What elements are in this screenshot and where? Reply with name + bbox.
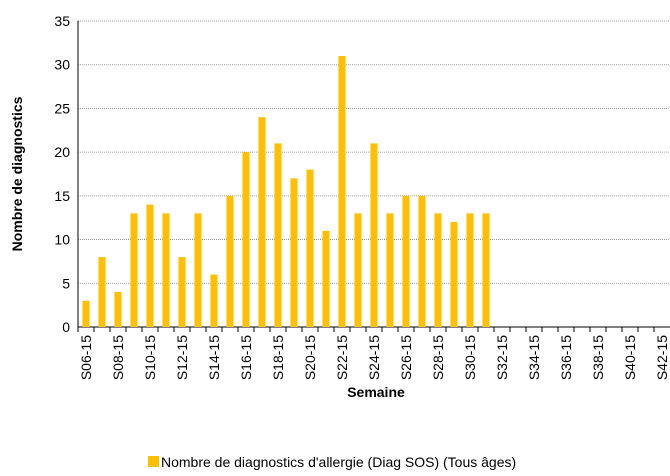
x-tick-label: S36-15 bbox=[558, 335, 574, 380]
y-tick-label: 10 bbox=[54, 232, 70, 248]
x-tick-label: S30-15 bbox=[462, 335, 478, 380]
x-tick-label: S10-15 bbox=[142, 335, 158, 380]
bar bbox=[322, 230, 330, 327]
x-tick-label: S26-15 bbox=[398, 335, 414, 380]
y-axis-title: Nombre de diagnostics bbox=[9, 96, 25, 251]
bar bbox=[194, 213, 202, 327]
bar bbox=[242, 152, 250, 327]
bar bbox=[466, 213, 474, 327]
bar bbox=[434, 213, 442, 327]
bar bbox=[418, 195, 426, 327]
bar bbox=[226, 195, 234, 327]
bar bbox=[290, 178, 298, 327]
x-tick-label: S22-15 bbox=[334, 335, 350, 380]
y-tick-label: 35 bbox=[54, 13, 70, 29]
x-tick-label: S24-15 bbox=[366, 335, 382, 380]
bar bbox=[210, 274, 218, 327]
x-tick-label: S20-15 bbox=[302, 335, 318, 380]
x-tick-label: S18-15 bbox=[270, 335, 286, 380]
bar bbox=[178, 257, 186, 327]
x-tick-label: S38-15 bbox=[590, 335, 606, 380]
bar bbox=[162, 213, 170, 327]
x-axis-title: Semaine bbox=[347, 384, 405, 400]
bar bbox=[306, 169, 314, 327]
y-tick-label: 5 bbox=[62, 275, 70, 291]
bar bbox=[354, 213, 362, 327]
bar bbox=[450, 222, 458, 327]
y-tick-label: 0 bbox=[62, 319, 70, 335]
y-tick-label: 25 bbox=[54, 100, 70, 116]
bar bbox=[482, 213, 490, 327]
x-tick-label: S32-15 bbox=[494, 335, 510, 380]
x-tick-label: S28-15 bbox=[430, 335, 446, 380]
bar bbox=[130, 213, 138, 327]
x-tick-label: S16-15 bbox=[238, 335, 254, 380]
x-tick-label: S06-15 bbox=[78, 335, 94, 380]
bar bbox=[258, 117, 266, 328]
x-tick-label: S34-15 bbox=[526, 335, 542, 380]
x-tick-label: S14-15 bbox=[206, 335, 222, 380]
bar bbox=[82, 300, 90, 327]
y-tick-label: 15 bbox=[54, 188, 70, 204]
legend-label: Nombre de diagnostics d'allergie (Diag S… bbox=[161, 454, 516, 470]
y-tick-label: 30 bbox=[54, 57, 70, 73]
y-tick-label: 20 bbox=[54, 144, 70, 160]
x-tick-label: S12-15 bbox=[174, 335, 190, 380]
legend-swatch bbox=[148, 456, 159, 467]
x-tick-label: S08-15 bbox=[110, 335, 126, 380]
bar bbox=[386, 213, 394, 327]
bar bbox=[274, 143, 282, 327]
bar bbox=[370, 143, 378, 327]
x-tick-label: S40-15 bbox=[622, 335, 638, 380]
x-tick-label: S42-15 bbox=[654, 335, 670, 380]
bar bbox=[114, 292, 122, 327]
bar bbox=[402, 195, 410, 327]
bar bbox=[146, 204, 154, 327]
bar bbox=[98, 257, 106, 327]
bar bbox=[338, 55, 346, 327]
